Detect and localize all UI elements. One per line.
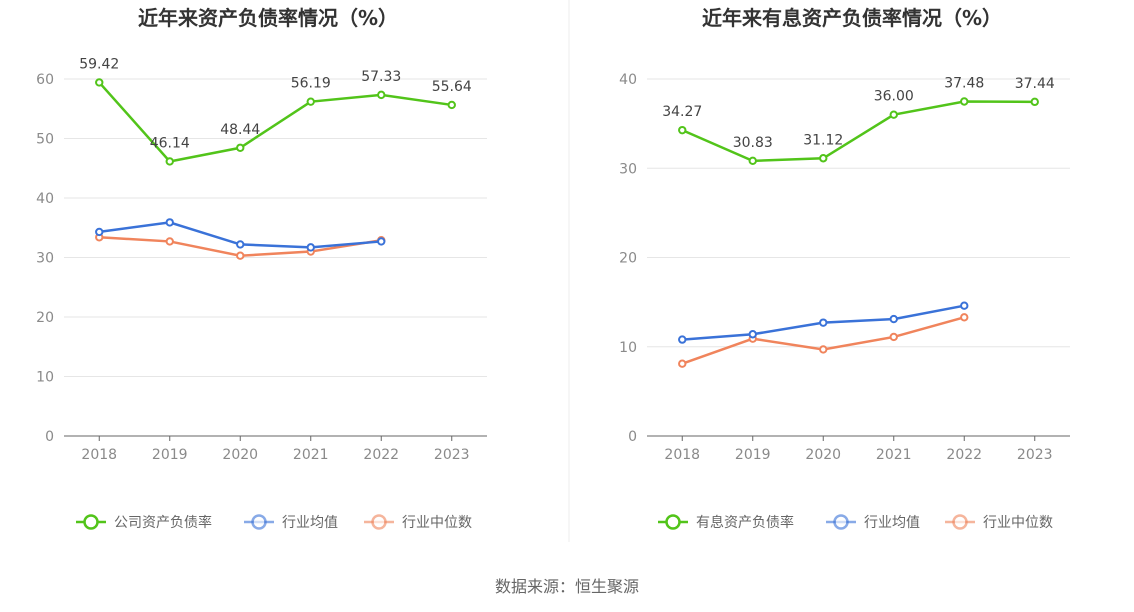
data-point (889, 110, 898, 119)
legend-item: 公司资产负债率 (76, 514, 212, 531)
data-label: 37.44 (1015, 76, 1055, 92)
data-point (306, 97, 315, 106)
legend-item: 有息资产负债率 (658, 514, 794, 531)
legend-marker (251, 514, 267, 530)
data-point (306, 243, 315, 252)
legend-marker (665, 514, 681, 530)
legend-marker (371, 514, 387, 530)
data-point (889, 332, 898, 342)
y-tick-label: 40 (36, 191, 54, 207)
data-point (95, 78, 104, 87)
data-point (960, 301, 969, 310)
source-note: 数据来源：恒生聚源 (495, 577, 639, 596)
data-label: 46.14 (150, 135, 190, 151)
legend-label: 行业均值 (864, 515, 920, 531)
data-label: 55.64 (432, 79, 472, 95)
data-point (748, 330, 757, 339)
data-point (236, 251, 245, 260)
legend-item: 行业中位数 (364, 514, 472, 531)
x-tick-label: 2018 (664, 447, 700, 463)
x-tick-label: 2019 (735, 447, 771, 463)
data-point (95, 227, 104, 237)
data-point (678, 335, 687, 344)
data-point (819, 318, 828, 327)
data-label: 57.33 (361, 69, 401, 85)
data-point (236, 240, 245, 249)
x-tick-label: 2023 (1017, 447, 1053, 463)
data-point (165, 157, 174, 166)
data-point (960, 313, 969, 322)
chart-2: 近年来有息资产负债率情况（%） 0 10 20 30 40 2018 2019 2020 2021… (619, 6, 1070, 531)
data-point (960, 97, 969, 106)
chart-title: 近年来资产负债率情况（%） (138, 6, 398, 30)
x-tick-label: 2022 (363, 447, 399, 463)
data-label: 56.19 (291, 76, 331, 92)
legend-label: 有息资产负债率 (696, 514, 794, 531)
y-tick-label: 30 (36, 251, 54, 267)
data-point (236, 143, 245, 152)
data-label: 34.27 (662, 104, 702, 120)
x-tick-label: 2021 (876, 447, 912, 463)
series-line (98, 81, 452, 163)
chart-title: 近年来有息资产负债率情况（%） (702, 6, 1002, 30)
data-point (748, 156, 757, 166)
data-point (889, 314, 898, 324)
y-tick-label: 50 (36, 132, 54, 148)
data-label: 31.12 (803, 132, 843, 148)
y-tick-label: 10 (36, 370, 54, 386)
data-label: 30.83 (733, 135, 773, 151)
data-point (678, 359, 687, 368)
y-tick-label: 30 (619, 161, 637, 177)
legend-label: 公司资产负债率 (114, 514, 212, 531)
y-tick-label: 0 (628, 429, 637, 445)
legend-marker (952, 514, 968, 530)
data-label: 59.42 (79, 56, 119, 72)
x-tick-label: 2020 (222, 447, 258, 463)
data-label: 37.48 (944, 75, 984, 91)
data-point (819, 154, 828, 163)
x-tick-label: 2019 (152, 447, 188, 463)
chart-1: 近年来资产负债率情况（%） 0 10 20 30 40 50 60 2018 2019 2020 20… (36, 6, 487, 531)
legend-item: 行业均值 (826, 514, 920, 531)
y-tick-label: 10 (619, 340, 637, 356)
series-line (681, 100, 1035, 163)
legend-marker (833, 514, 849, 530)
data-point (377, 237, 386, 246)
data-point (165, 218, 174, 227)
legend-label: 行业均值 (282, 515, 338, 531)
y-tick-label: 20 (36, 310, 54, 326)
y-tick-label: 0 (45, 429, 54, 445)
data-point (1030, 97, 1039, 107)
data-label: 36.00 (874, 89, 914, 105)
x-tick-label: 2023 (434, 447, 470, 463)
legend-label: 行业中位数 (983, 515, 1053, 531)
legend-item: 行业均值 (244, 514, 338, 531)
legend-item: 行业中位数 (945, 514, 1053, 531)
data-point (819, 345, 828, 354)
data-point (165, 237, 174, 246)
y-tick-label: 20 (619, 251, 637, 267)
y-tick-label: 40 (619, 72, 637, 88)
data-point (678, 125, 687, 135)
legend-label: 行业中位数 (402, 515, 472, 531)
y-tick-label: 60 (36, 72, 54, 88)
x-tick-label: 2022 (946, 447, 982, 463)
x-tick-label: 2020 (805, 447, 841, 463)
x-tick-label: 2021 (293, 447, 329, 463)
legend-marker (83, 514, 99, 530)
data-point (447, 100, 456, 110)
x-tick-label: 2018 (81, 447, 117, 463)
data-point (377, 90, 386, 100)
data-label: 48.44 (220, 122, 260, 138)
